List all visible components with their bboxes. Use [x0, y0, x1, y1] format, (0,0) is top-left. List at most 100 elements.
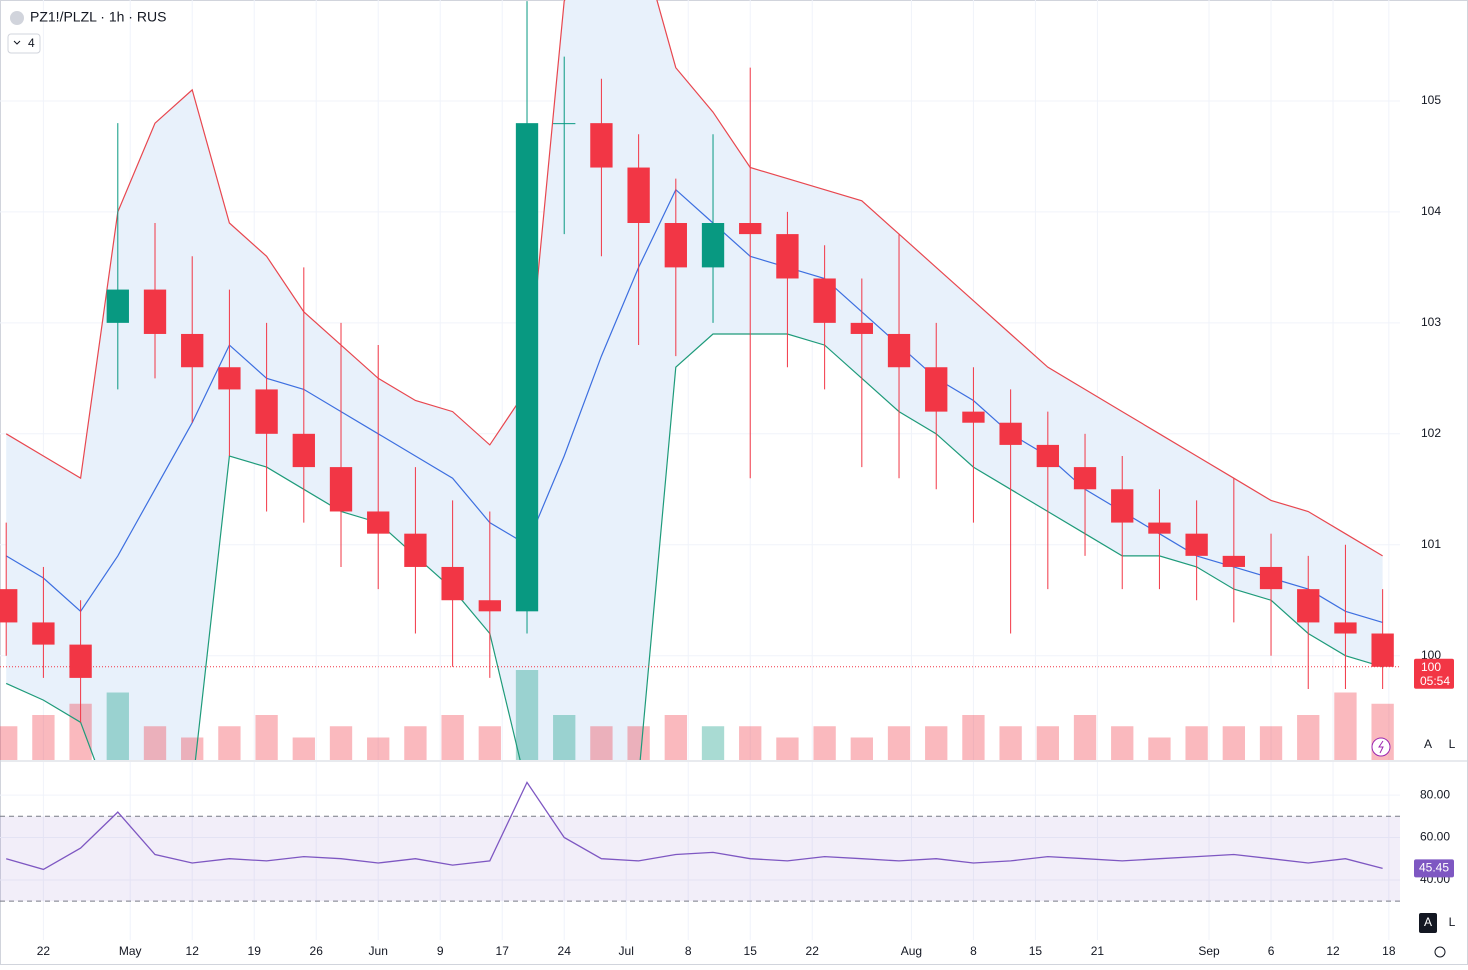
candle-body	[701, 223, 725, 268]
volume-bar	[292, 737, 315, 760]
volume-bar	[1297, 715, 1320, 760]
candle-body	[999, 422, 1022, 445]
y-tick-label: 104	[1421, 204, 1441, 218]
x-tick-label: Jul	[619, 944, 634, 958]
last-price-label: 100	[1421, 660, 1441, 674]
candle-body	[441, 566, 464, 601]
countdown: 05:54	[1420, 674, 1450, 688]
volume-bar	[181, 737, 204, 760]
candle-body	[925, 367, 948, 412]
volume-bar	[1111, 726, 1134, 760]
candle-body	[1371, 633, 1394, 667]
auto-button[interactable]: A	[1424, 915, 1432, 929]
auto-button-bg	[1419, 913, 1437, 933]
log-button[interactable]: L	[1449, 915, 1456, 929]
candle-body	[0, 589, 18, 623]
candle-body	[664, 223, 687, 268]
volume-bar	[962, 715, 985, 760]
volume-bar	[106, 692, 129, 760]
candle-body	[1222, 555, 1245, 567]
rsi-line	[6, 781, 1383, 871]
volume-bar	[1222, 726, 1245, 760]
x-tick-label: Sep	[1198, 944, 1220, 958]
volume-bar	[0, 726, 18, 760]
candle-body	[32, 622, 55, 645]
volume-bar	[590, 726, 613, 760]
x-tick-label: 22	[37, 944, 51, 958]
volume-bar	[664, 715, 687, 760]
rsi-current-label: 45.45	[1419, 861, 1449, 875]
axes: 22 May 12 19 26 Jun 9 17 24 Jul 8 15 22 Aug 8 15 21 Sep 6 1…	[37, 93, 1454, 958]
volume-bar	[218, 726, 241, 760]
band-fill	[6, 0, 1383, 760]
volume-bar	[1148, 737, 1171, 760]
volume-bar	[69, 703, 92, 760]
volume-bar	[329, 726, 353, 760]
x-tick-label: 6	[1268, 944, 1275, 958]
volume-bar	[367, 737, 390, 760]
volume-bar	[255, 715, 278, 760]
lightning-icon	[1378, 740, 1384, 754]
auto-button[interactable]: A	[1424, 737, 1432, 751]
band-line	[5, 333, 1383, 760]
candle-body	[590, 123, 613, 168]
candle-body	[739, 223, 762, 235]
settings-icon[interactable]	[1434, 946, 1446, 958]
candle-body	[1297, 589, 1320, 623]
candle-body	[1334, 622, 1357, 634]
candle-body	[962, 411, 985, 423]
volume-bar	[739, 726, 762, 760]
x-tick-label: 24	[558, 944, 572, 958]
log-button[interactable]: L	[1449, 737, 1456, 751]
candle-body	[1036, 444, 1059, 468]
x-tick-label: 15	[744, 944, 758, 958]
candle-body	[218, 367, 241, 390]
candle-body	[404, 533, 427, 567]
chevron	[13, 40, 21, 45]
x-tick-label: 19	[248, 944, 262, 958]
rsi-current-box	[1414, 859, 1454, 878]
symbol-icon	[10, 11, 24, 25]
x-tick-label: May	[119, 944, 142, 958]
candle-body	[1185, 533, 1208, 556]
x-tick-label: 17	[496, 944, 510, 958]
volume-bar	[1259, 726, 1283, 760]
x-tick-label: 8	[685, 944, 692, 958]
volume-bar	[850, 737, 873, 760]
volume-bar	[1334, 692, 1357, 760]
volume-bar	[701, 726, 725, 760]
x-tick-label: 18	[1382, 944, 1396, 958]
candle-body	[106, 289, 129, 323]
candle-body	[776, 234, 799, 279]
candle-body	[329, 467, 353, 512]
volume-bar	[813, 726, 836, 760]
volume-bar	[1185, 726, 1208, 760]
volume-bar	[553, 715, 576, 760]
volume-bar	[441, 715, 464, 760]
candle-body	[850, 322, 873, 334]
x-tick-label: 22	[806, 944, 820, 958]
indicator-toggle[interactable]	[7, 33, 41, 54]
indicator-count: 4	[28, 36, 35, 50]
y-tick-label: 103	[1421, 315, 1441, 329]
x-tick-label: Jun	[369, 944, 388, 958]
volume-bar	[32, 715, 55, 760]
candle-body	[143, 289, 167, 334]
y-tick-label: 102	[1421, 426, 1441, 440]
last-price-box	[1414, 658, 1454, 689]
rsi-pane	[0, 781, 1400, 902]
volume-bar	[404, 726, 427, 760]
candle-body	[553, 123, 576, 125]
volume-bar	[776, 737, 799, 760]
y-tick-label: 105	[1421, 93, 1441, 107]
candle-body	[255, 389, 278, 434]
x-tick-label: 9	[437, 944, 444, 958]
candle-body	[1259, 566, 1283, 590]
candle-body	[367, 511, 390, 534]
band-line	[5, 0, 1383, 557]
candle-body	[627, 167, 650, 224]
volume-bar	[478, 726, 501, 760]
volume-bar	[627, 726, 650, 760]
x-tick-label: 12	[186, 944, 200, 958]
